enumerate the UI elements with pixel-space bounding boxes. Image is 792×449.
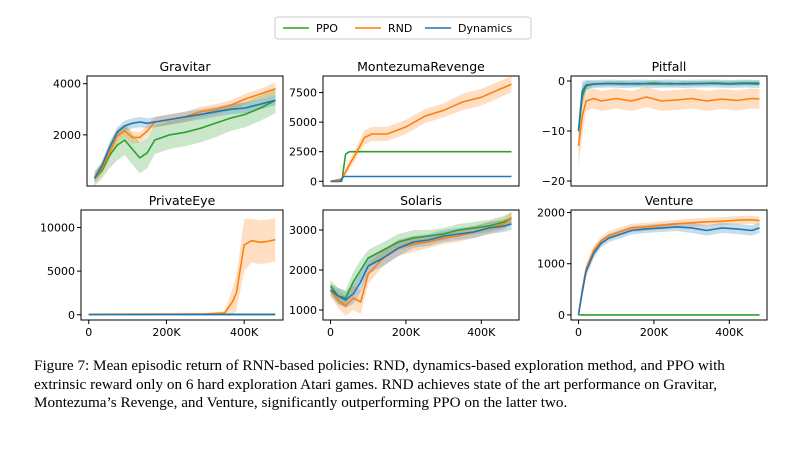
line-rnd (577, 218, 760, 316)
figure-caption: Figure 7: Mean episodic return of RNN-ba… (34, 357, 725, 411)
panel-solaris: Solaris 1000 2000 3000 0 200K 400K (289, 193, 520, 339)
line-dynamics (577, 226, 760, 316)
band-rnd (578, 87, 760, 166)
x-tick-label: 0 (575, 326, 582, 339)
legend-frame (274, 16, 532, 40)
line-dynamics (577, 82, 760, 132)
band-rnd (330, 212, 512, 316)
y-tick-label: 2000 (537, 207, 565, 220)
y-tick-label: 0 (68, 309, 75, 322)
x-tick-label: 0 (327, 326, 334, 339)
legend-label-rnd: RND (388, 22, 412, 35)
panel-montezumarevenge: MontezumaRevenge 0 2500 5000 7500 (289, 59, 520, 188)
figure-grid: PPO RND Dynamics Gravitar 2000 4000 Montezuma… (40, 16, 768, 339)
axes-frame (570, 209, 768, 321)
line-dynamics (93, 99, 276, 179)
plot-area (329, 212, 512, 316)
plot-area (88, 217, 276, 316)
legend-label-dynamics: Dynamics (458, 22, 513, 35)
band-ppo (578, 80, 760, 141)
panel-privateeye: PrivateEye 0 5000 10000 0 200K 400K (40, 193, 284, 339)
plot-area (577, 79, 760, 166)
panel-title: Solaris (400, 193, 442, 208)
plot-area (93, 82, 276, 186)
line-ppo (93, 99, 276, 179)
axes-frame (86, 75, 284, 187)
panel-title: Venture (645, 193, 694, 208)
band-rnd (88, 217, 276, 315)
y-tick-label: 5000 (289, 116, 317, 129)
axes-frame (322, 75, 520, 187)
y-tick-label: 7500 (289, 87, 317, 100)
line-rnd (577, 96, 760, 147)
panel-title: Gravitar (159, 59, 211, 74)
line-ppo (329, 217, 512, 299)
y-tick-label: 2000 (289, 264, 317, 277)
band-rnd (330, 76, 512, 182)
y-tick-label: 0 (558, 75, 565, 88)
x-tick-label: 200K (640, 326, 669, 339)
panel-title: PrivateEye (149, 193, 216, 208)
line-ppo (330, 150, 512, 183)
y-tick-label: 1000 (289, 304, 317, 317)
band-dynamics (578, 79, 760, 141)
panel-venture: Venture 0 1000 2000 0 200K 400K (537, 193, 768, 339)
y-tick-label: 2500 (289, 146, 317, 159)
x-tick-label: 400K (467, 326, 496, 339)
panel-gravitar: Gravitar 2000 4000 (53, 59, 284, 187)
band-dynamics (94, 95, 276, 183)
x-tick-label: 400K (230, 326, 259, 339)
plot-area (577, 215, 760, 316)
y-tick-label: 10000 (40, 221, 75, 234)
x-tick-label: 0 (85, 326, 92, 339)
axes-frame (322, 209, 520, 321)
y-tick-label: 4000 (53, 78, 81, 91)
panel-title: MontezumaRevenge (357, 59, 485, 74)
y-tick-label: 5000 (47, 265, 75, 278)
line-dynamics (330, 223, 512, 301)
y-tick-label: 3000 (289, 224, 317, 237)
legend: PPO RND Dynamics (274, 16, 532, 40)
plot-area (330, 76, 512, 183)
panel-title: Pitfall (652, 59, 687, 74)
y-tick-label: −10 (542, 125, 565, 138)
axes-frame (80, 209, 284, 321)
line-rnd (330, 83, 512, 183)
y-tick-label: 1000 (537, 258, 565, 271)
panels: Gravitar 2000 4000 MontezumaRevenge 0 2500 500… (40, 59, 768, 339)
x-tick-label: 200K (152, 326, 181, 339)
y-tick-label: 0 (310, 175, 317, 188)
band-rnd (94, 82, 276, 184)
legend-label-ppo: PPO (316, 22, 338, 35)
y-tick-label: 0 (558, 309, 565, 322)
band-ppo (94, 87, 276, 186)
y-tick-label: 2000 (53, 129, 81, 142)
y-tick-label: −20 (542, 175, 565, 188)
panel-pitfall: Pitfall 0 −10 −20 (542, 59, 768, 188)
band-dynamics (578, 222, 760, 315)
x-tick-label: 200K (392, 326, 421, 339)
x-tick-label: 400K (715, 326, 744, 339)
line-dynamics (330, 175, 512, 183)
